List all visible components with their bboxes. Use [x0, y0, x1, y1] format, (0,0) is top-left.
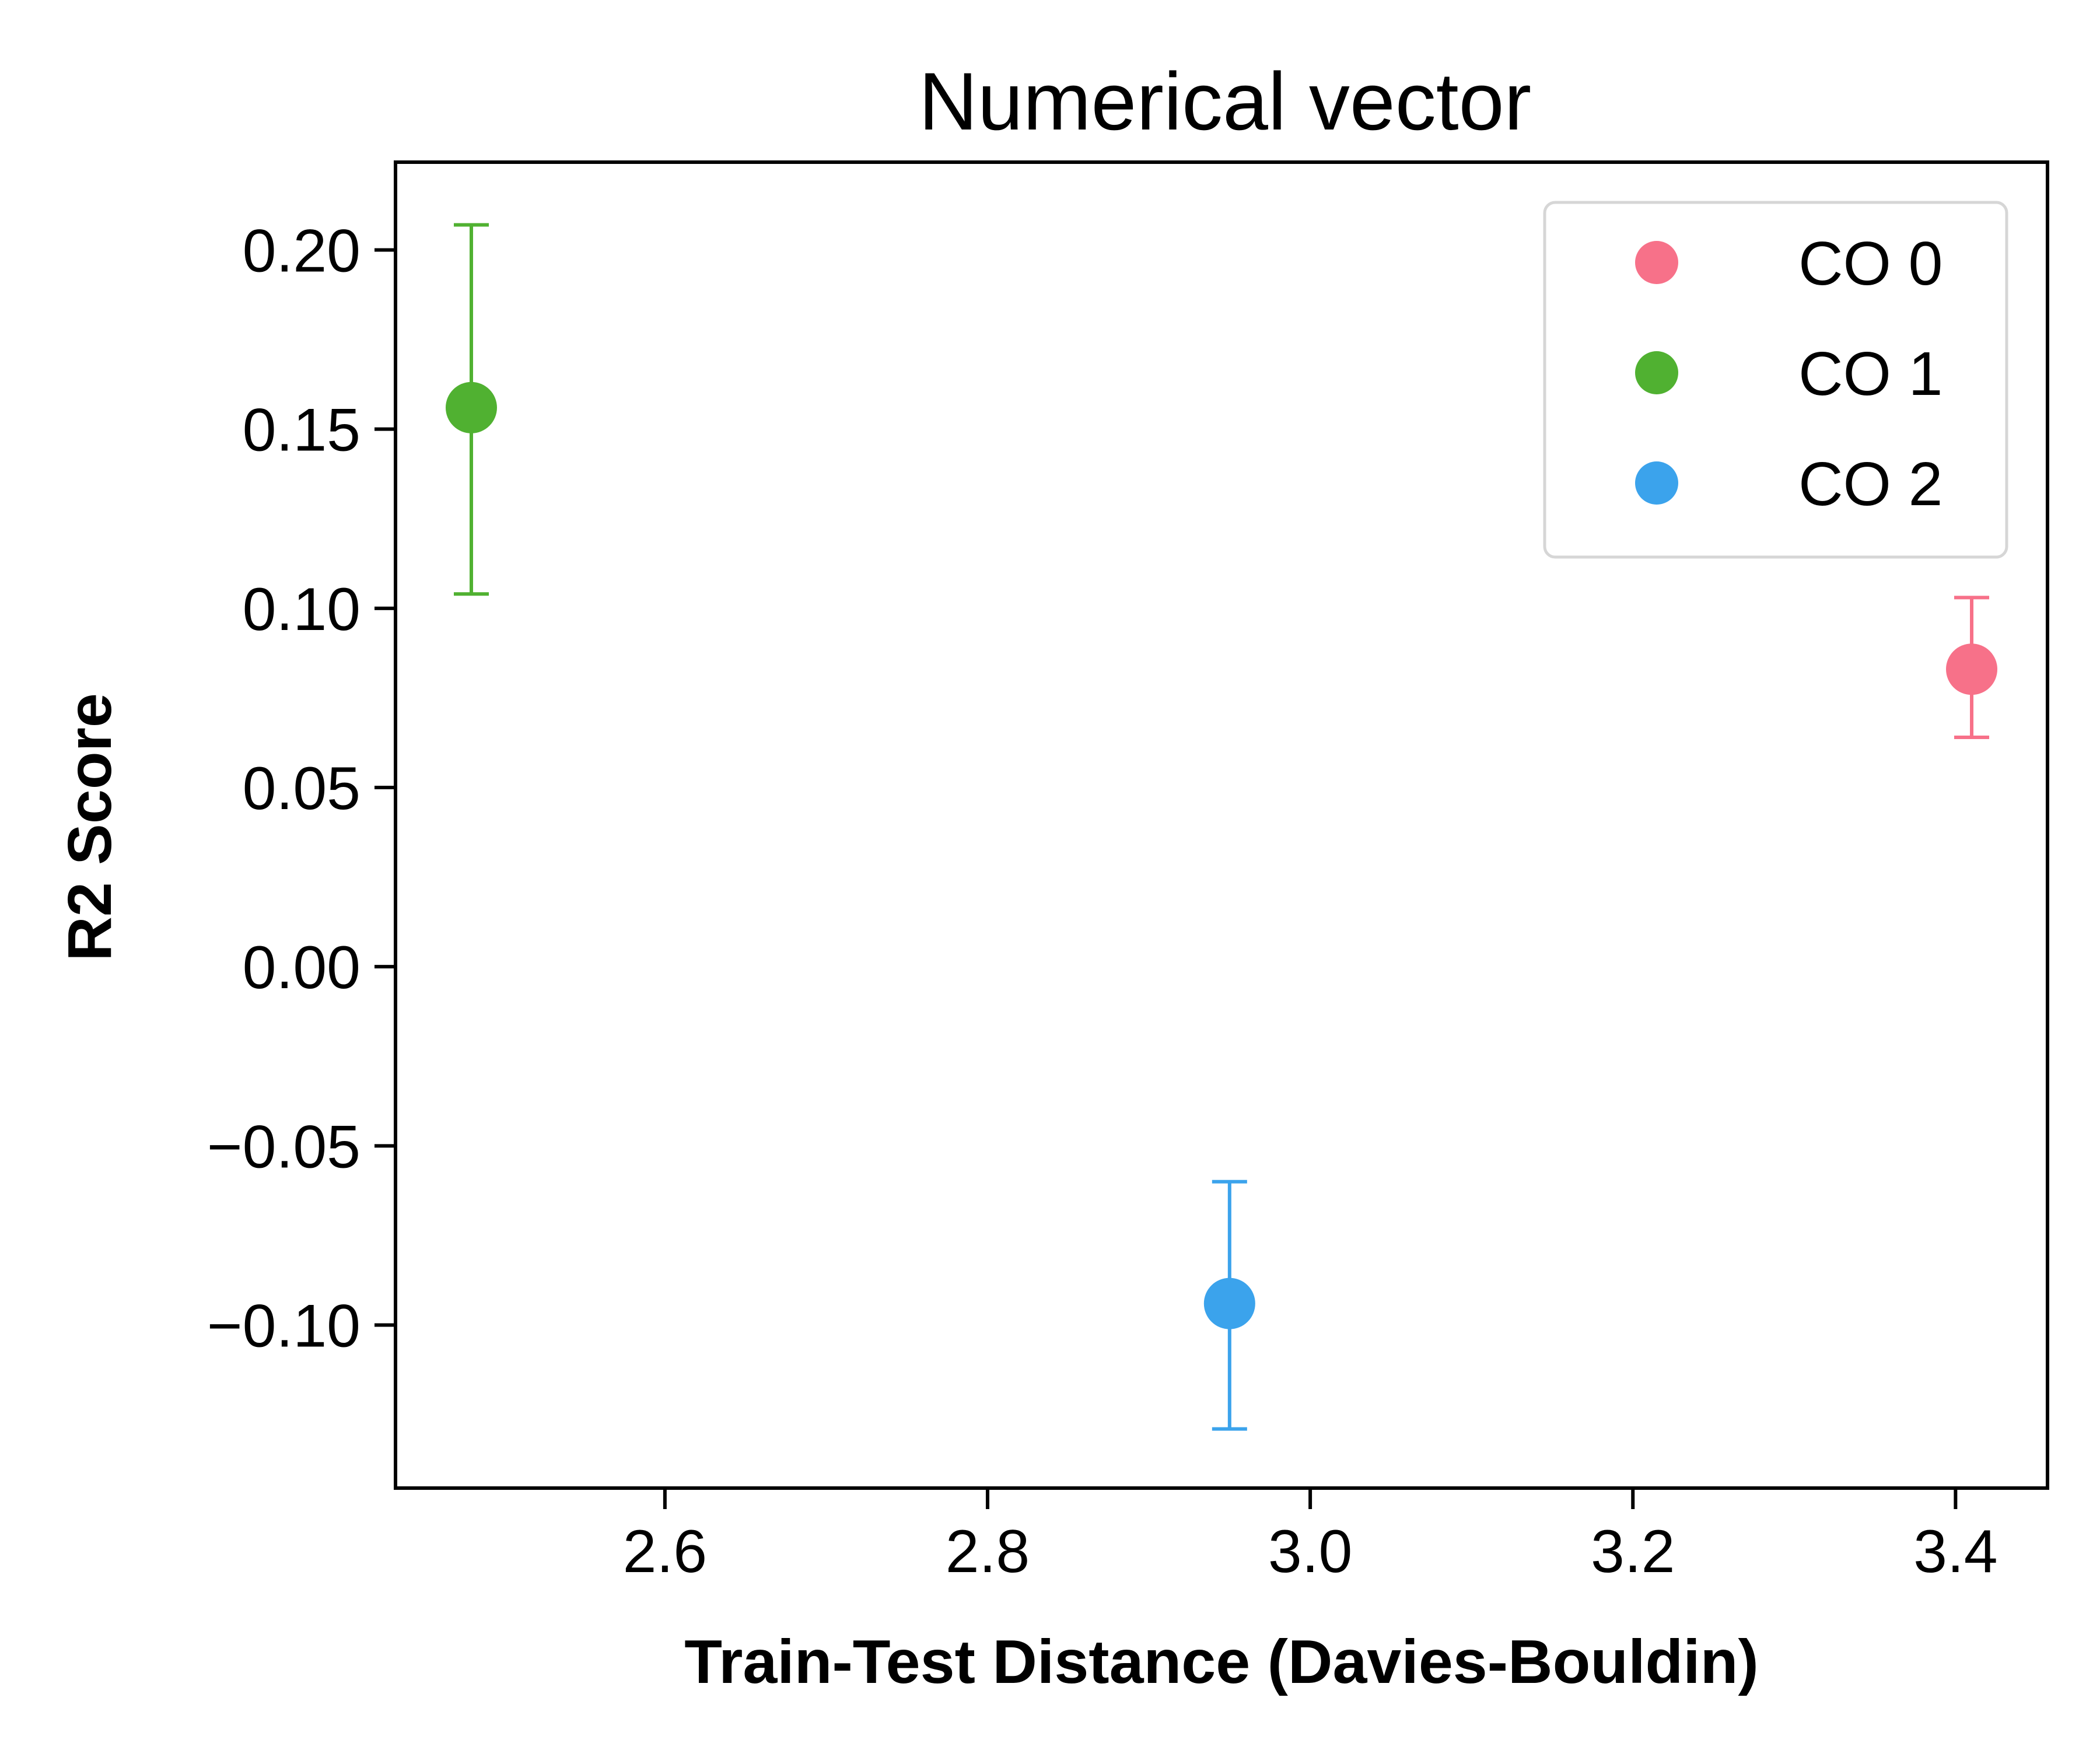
legend-marker [1635, 241, 1678, 284]
x-tick-label: 2.6 [623, 1518, 708, 1586]
x-tick-label: 3.0 [1268, 1518, 1353, 1586]
legend-item: CO 2 [1635, 450, 1943, 519]
legend-item: CO 0 [1635, 229, 1943, 298]
legend-label: CO 1 [1798, 340, 1943, 408]
series-co-1 [445, 223, 497, 596]
x-axis-label: Train-Test Distance (Davies-Bouldin) [684, 1628, 1759, 1696]
legend-items: CO 0 CO 1 CO 2 [1635, 229, 1943, 519]
chart-title: Numerical vector [919, 55, 1531, 147]
y-axis-label: R2 Score [55, 693, 124, 961]
y-tick-label: 0.00 [243, 934, 360, 1002]
series-co-0 [1946, 596, 1998, 739]
legend-marker [1635, 351, 1678, 394]
series-co-2 [1203, 1180, 1255, 1431]
y-axis: 0.20 0.15 0.10 0.05 0.00 −0.05 −0.10 [207, 218, 396, 1360]
data-point [445, 382, 497, 433]
plot-frame [394, 160, 2049, 1490]
x-tick-label: 2.8 [946, 1518, 1030, 1586]
x-axis: 2.6 2.8 3.0 3.2 3.4 [623, 1488, 1998, 1586]
legend-label: CO 0 [1798, 229, 1943, 298]
data-point [1946, 643, 1998, 695]
legend-marker [1635, 461, 1678, 505]
y-tick-label: 0.10 [243, 576, 360, 643]
y-tick-label: 0.20 [243, 218, 360, 285]
y-tick-label: −0.10 [207, 1292, 360, 1360]
x-tick-label: 3.4 [1913, 1518, 1998, 1586]
data-point [1203, 1278, 1255, 1329]
y-tick-label: −0.05 [207, 1113, 360, 1181]
legend-label: CO 2 [1798, 450, 1943, 519]
y-tick-label: 0.05 [243, 755, 360, 822]
plot-marks [445, 223, 1998, 1431]
legend-item: CO 1 [1635, 340, 1943, 408]
x-tick-label: 3.2 [1591, 1518, 1675, 1586]
y-tick-label: 0.15 [243, 397, 360, 464]
legend: CO 0 CO 1 CO 2 [1543, 201, 2008, 559]
